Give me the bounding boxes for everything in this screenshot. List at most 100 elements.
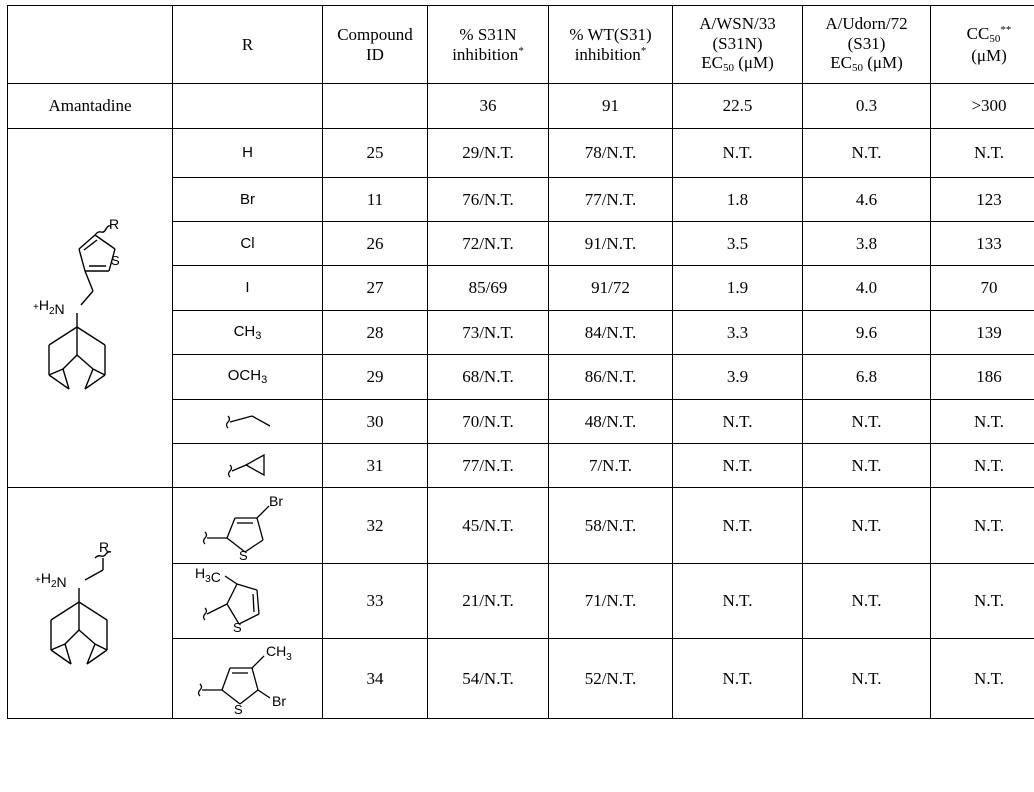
cell-wsn-ec50: 3.5	[672, 221, 803, 266]
cell-r: Br	[172, 177, 323, 222]
header-compound-id: Compound ID	[322, 5, 428, 84]
table-row: R +H2N Br	[7, 487, 1034, 719]
header-wt-line1: % WT(S31)	[569, 24, 652, 44]
cell-r: OCH3	[172, 354, 323, 400]
bromo-methylthienyl-structure: CH3 Br S	[197, 643, 292, 717]
cell-s31n: 72/N.T.	[427, 221, 549, 266]
cell-s31n: 70/N.T.	[427, 399, 549, 444]
cell-udorn-ec50: N.T.	[802, 443, 931, 488]
scaffold-h2n-label: +H2N	[33, 297, 65, 317]
cell-r: CH3	[172, 310, 323, 355]
cell-s31n: 21/N.T.	[427, 563, 549, 639]
scaffold2-h2n-label: +H2N	[35, 570, 67, 590]
header-wsn-sub: 50	[722, 62, 734, 75]
cell-wsn-ec50: N.T.	[672, 638, 803, 719]
amantadine-methyl-structure: R +H2N	[35, 539, 112, 665]
methylthienyl-structure: H3C S	[195, 565, 260, 635]
cell-udorn-ec50: 4.0	[802, 265, 931, 311]
thiophene-amantadine-structure: R S +H2N	[33, 216, 120, 390]
table-row: CH3 28 73/N.T. 84/N.T. 3.3 9.6 139	[8, 310, 1034, 355]
cell-compound-id: 28	[322, 310, 428, 355]
cell-udorn-ec50: 3.8	[802, 221, 931, 266]
cell-wsn-ec50: 3.9	[672, 354, 803, 400]
r-och3-text: OCH3	[227, 367, 268, 387]
scaffold2-r-label: R	[99, 539, 109, 555]
header-wt-inhibition: % WT(S31) inhibition*	[548, 5, 673, 84]
header-compound-id-line1: Compound	[337, 24, 413, 44]
scaffold-thiophene-methyl-amantadine: R S +H2N	[7, 128, 173, 488]
cell-r: H	[172, 128, 323, 178]
scaffold-methyl-amantadine: R +H2N	[7, 487, 173, 719]
cell-wt: 58/N.T.	[548, 487, 673, 564]
header-wsn-line2: (S31N)	[712, 33, 763, 53]
cell-s31n: 77/N.T.	[427, 443, 549, 488]
cell-cc50: 70	[930, 265, 1034, 311]
cell-s31n: 73/N.T.	[427, 310, 549, 355]
label-br: Br	[269, 493, 283, 509]
label-s: S	[234, 702, 243, 717]
table-row: R S +H2N H 25 29/N.T. 78/N.T. N.T. N.T. …	[7, 128, 1034, 488]
cell-wt: 77/N.T.	[548, 177, 673, 222]
cell-compound-id: 31	[322, 443, 428, 488]
r-ch3-text: CH3	[233, 322, 262, 342]
header-wsn-unit: (μM)	[733, 53, 774, 73]
cell-wsn-ec50: N.T.	[672, 487, 803, 564]
cell-udorn-ec50: 4.6	[802, 177, 931, 222]
cell-r: Cl	[172, 221, 323, 266]
cell-cc50: N.T.	[930, 563, 1034, 639]
ethyl-structure	[225, 414, 270, 428]
cell-wsn-ec50: 22.5	[672, 83, 803, 129]
header-udorn-line1: A/Udorn/72	[825, 14, 908, 34]
cell-wt: 84/N.T.	[548, 310, 673, 355]
scaffold-s-label: S	[111, 253, 120, 268]
cell-compound-id: 33	[322, 563, 428, 639]
header-cc50-unit: (μM)	[971, 45, 1007, 65]
cell-cc50: N.T.	[930, 128, 1034, 178]
header-udorn-ec: EC	[830, 53, 852, 73]
label-ch3: CH3	[266, 643, 292, 663]
cell-cc50: 133	[930, 221, 1034, 266]
footnote-marker-double: **	[1000, 23, 1012, 36]
cell-cc50: N.T.	[930, 399, 1034, 444]
cell-r-bromo-methylthienyl: CH3 Br S	[172, 638, 323, 719]
cell-wt: 78/N.T.	[548, 128, 673, 178]
table-row: I 27 85/69 91/72 1.9 4.0 70	[8, 265, 1034, 311]
cell-cc50: N.T.	[930, 487, 1034, 564]
header-cc50-cc: CC	[966, 23, 990, 43]
sar-table: R Compound ID % S31N inhibition* % WT(S3…	[7, 5, 1034, 719]
header-cc50: CC50** (μM)	[930, 5, 1034, 84]
cell-udorn-ec50: 9.6	[802, 310, 931, 355]
cell-compound-id: 11	[322, 177, 428, 222]
header-s31n-line1: % S31N	[459, 24, 517, 44]
cell-cc50: N.T.	[930, 638, 1034, 719]
cell-compound-id: 34	[322, 638, 428, 719]
label-s: S	[233, 620, 242, 635]
header-udorn-line2: (S31)	[847, 33, 886, 53]
cell-wsn-ec50: N.T.	[672, 563, 803, 639]
cell-compound-id: 27	[322, 265, 428, 311]
cell-s31n: 54/N.T.	[427, 638, 549, 719]
cell-udorn-ec50: N.T.	[802, 128, 931, 178]
cell-wt: 91/N.T.	[548, 221, 673, 266]
cell-r	[172, 83, 323, 129]
cell-compound-id: 26	[322, 221, 428, 266]
header-udorn-ec50: A/Udorn/72 (S31) EC50 (μM)	[802, 5, 931, 84]
table-row: 31 77/N.T. 7/N.T. N.T. N.T. N.T.	[8, 443, 1034, 488]
cell-wsn-ec50: N.T.	[672, 399, 803, 444]
footnote-marker: *	[640, 44, 647, 57]
cell-wsn-ec50: N.T.	[672, 443, 803, 488]
cell-wt: 71/N.T.	[548, 563, 673, 639]
header-s31n-inhibition: % S31N inhibition*	[427, 5, 549, 84]
cell-r-cyclopropyl	[172, 443, 323, 488]
header-row: R Compound ID % S31N inhibition* % WT(S3…	[7, 5, 1034, 84]
cell-r: I	[172, 265, 323, 311]
header-scaffold	[7, 5, 173, 84]
label-br: Br	[272, 693, 286, 709]
cell-compound-id: 29	[322, 354, 428, 400]
table-row: Br 11 76/N.T. 77/N.T. 1.8 4.6 123	[8, 177, 1034, 222]
header-udorn-unit: (μM)	[862, 53, 903, 73]
table-row: OCH3 29 68/N.T. 86/N.T. 3.9 6.8 186	[8, 354, 1034, 400]
cell-compound-id: 25	[322, 128, 428, 178]
header-wt-line2: inhibition	[574, 44, 641, 64]
cell-cc50: N.T.	[930, 443, 1034, 488]
